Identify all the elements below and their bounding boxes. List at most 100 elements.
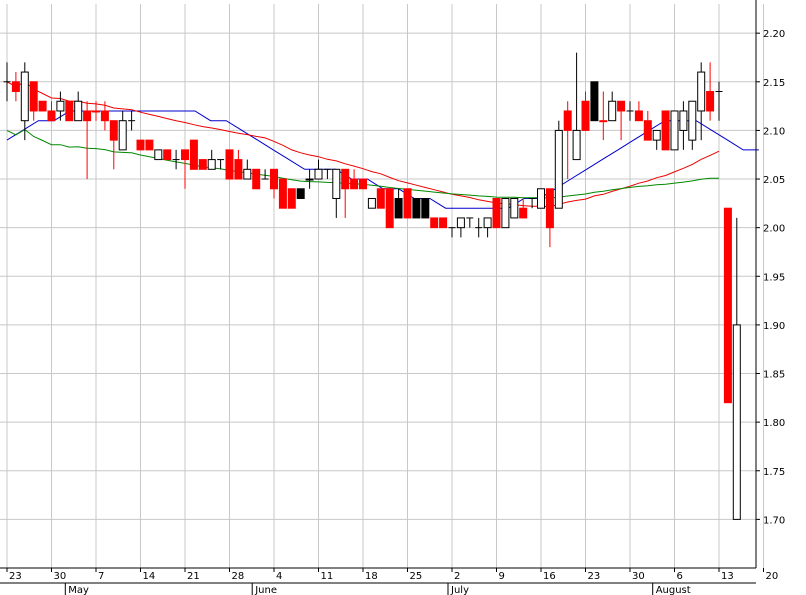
candle-body [510,197,519,219]
candle [350,169,359,190]
candle-body [492,197,501,229]
candle [261,169,269,180]
candle-body [670,110,679,151]
candle-body [430,217,439,229]
candle-body [501,197,510,229]
x-tick-label: 30 [632,571,645,582]
candle [323,168,331,180]
candle-body [617,100,626,112]
candle [154,149,163,161]
x-tick-label: 21 [187,571,200,582]
moving-average-mid-line [6,81,720,208]
candle [287,188,296,209]
x-tick-label: 4 [276,571,282,582]
candle [688,100,697,150]
candle [430,217,439,229]
axis-layer: 2.20 2.15 2.10 2.05 2.00 1.95 1.90 1.85 1.80 1.75… [0,0,785,595]
candle [679,101,688,150]
candle [296,188,305,199]
candle-body [83,110,92,122]
candle [537,188,545,209]
candle-body [252,168,261,190]
candle-layer [3,52,741,520]
candle [56,91,65,121]
candle [403,188,412,219]
candle-body [314,168,323,180]
x-tick-label: 25 [410,571,423,582]
y-tick-label: 1.85 [763,370,785,381]
candle [608,91,617,122]
x-tick-label: 2 [454,571,460,582]
candle [74,91,83,122]
candle-body [563,110,572,131]
candle-body [723,207,732,404]
candle-body [634,110,643,122]
candle-body [118,120,127,151]
candle [189,139,198,170]
candle-body [296,188,305,199]
candle-body [421,197,430,219]
candle [385,188,394,229]
candle-body [688,100,697,141]
candle [136,139,145,151]
candle-body [38,100,47,112]
candle [278,178,287,209]
candle [697,62,706,141]
y-tick-label: 2.00 [763,224,785,235]
candle [670,110,679,151]
candle-body [732,324,741,520]
candle [590,81,599,122]
candle [563,101,572,180]
candle-body [305,178,314,181]
x-tick-label: 20 [766,571,779,582]
candle [634,101,643,122]
x-tick-label: 7 [98,571,104,582]
candle-body [207,159,216,170]
candle-body [243,168,252,180]
candle-body [652,129,661,141]
candle-body [189,139,198,170]
y-tick-label: 1.80 [763,418,785,429]
x-tick-label: 30 [54,571,67,582]
candle-body [679,110,688,131]
candle [118,110,127,151]
month-label: June [254,585,277,595]
candle-body [367,197,376,209]
candle-body [706,91,715,112]
candle [439,217,448,229]
candle-body [403,188,412,219]
candle-body [154,149,163,161]
candle-body [234,159,243,180]
candle [243,159,252,180]
candle [109,120,118,170]
y-tick-label: 1.75 [763,467,785,478]
candle-body [412,197,421,219]
candle-body [56,100,65,112]
candle [172,149,180,170]
candle-body [341,168,350,190]
candle [234,149,243,180]
candle-body [287,188,296,209]
candle [181,149,189,189]
candle-body [225,149,234,180]
candle [100,101,109,131]
candle-body [456,217,465,229]
candle-body [661,110,670,151]
x-tick-label: 16 [543,571,556,582]
candle-body [181,149,189,161]
candle [448,227,456,238]
y-tick-label: 2.15 [763,78,785,89]
x-tick-label: 9 [499,571,505,582]
candle [626,101,634,121]
candle-body [581,100,590,131]
y-tick-label: 2.20 [763,29,785,40]
candle [554,120,563,209]
candle-body [608,100,617,122]
candle [207,149,216,170]
candle-body [599,120,608,123]
candle-body [554,129,563,209]
candle [528,197,536,209]
candle-body [350,178,359,190]
candle [421,197,430,219]
